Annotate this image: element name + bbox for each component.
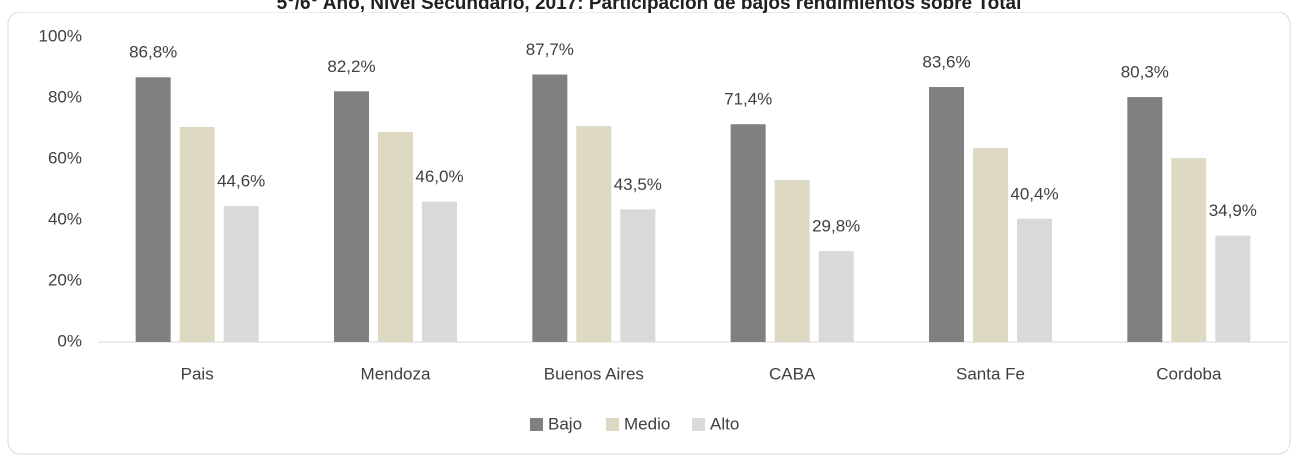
data-label: 34,9% [1209, 201, 1257, 220]
legend-label: Medio [624, 414, 670, 433]
bar [576, 126, 612, 342]
y-tick-label: 60% [48, 148, 82, 167]
x-tick-label: Pais [181, 364, 214, 383]
bar [1215, 235, 1251, 342]
bar [620, 209, 656, 342]
data-label: 82,2% [327, 57, 375, 76]
bar [929, 87, 964, 343]
bar [422, 201, 457, 342]
data-label: 43,5% [614, 175, 662, 194]
y-tick-label: 80% [48, 87, 82, 106]
bar [818, 251, 854, 342]
data-label: 80,3% [1121, 63, 1169, 82]
data-label: 29,8% [812, 217, 860, 236]
data-label: 44,6% [217, 171, 265, 190]
bar [730, 124, 766, 342]
title-backdrop [0, 0, 1299, 12]
data-label: 87,7% [526, 40, 574, 59]
chart-title: 5°/6° Año, Nivel Secundario, 2017: Parti… [277, 0, 1022, 14]
bar [1017, 218, 1052, 342]
data-label: 46,0% [415, 167, 463, 186]
bar [774, 180, 810, 342]
bar [334, 91, 369, 342]
data-label: 83,6% [922, 53, 970, 72]
bar [378, 131, 413, 342]
bar [135, 77, 171, 342]
x-tick-label: Mendoza [361, 364, 431, 383]
y-tick-label: 100% [39, 26, 82, 45]
legend-swatch [530, 418, 543, 431]
bar [1127, 97, 1163, 343]
x-tick-label: Cordoba [1156, 364, 1222, 383]
y-tick-label: 20% [48, 270, 82, 289]
legend-label: Bajo [548, 414, 582, 433]
data-label: 40,4% [1010, 184, 1058, 203]
legend-swatch [692, 418, 705, 431]
y-tick-label: 0% [57, 331, 82, 350]
bar [223, 205, 259, 342]
x-tick-label: CABA [769, 364, 816, 383]
legend-label: Alto [710, 414, 739, 433]
y-tick-label: 40% [48, 209, 82, 228]
bar [179, 126, 215, 342]
data-label: 86,8% [129, 43, 177, 62]
bar [532, 74, 568, 342]
bar [1171, 158, 1207, 342]
data-label: 71,4% [724, 90, 772, 109]
bar [973, 148, 1008, 342]
legend-swatch [606, 418, 619, 431]
x-tick-label: Santa Fe [956, 364, 1025, 383]
x-tick-label: Buenos Aires [544, 364, 644, 383]
